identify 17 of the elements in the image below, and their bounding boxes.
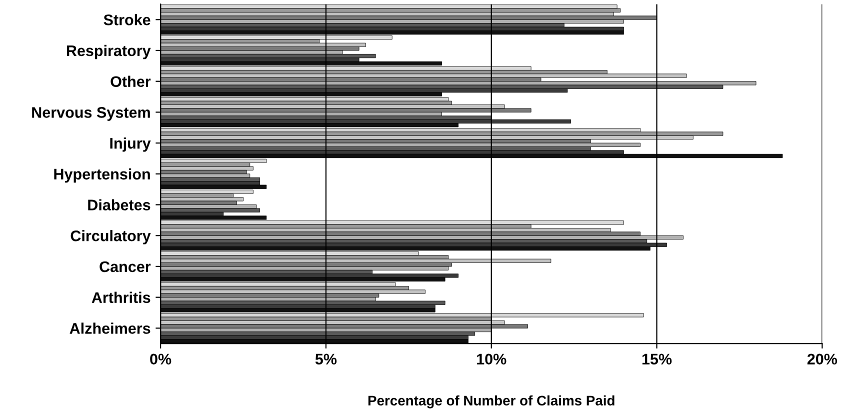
y-tick-label: Arthritis	[92, 292, 150, 303]
x-tick-label: 15%	[642, 354, 672, 365]
y-tick-label: Nervous System	[32, 107, 150, 121]
y-tick-label: Alzheimers	[70, 322, 150, 334]
x-tick-label: 10%	[477, 354, 506, 365]
x-tick-label: 0%	[150, 354, 172, 365]
y-tick-label: Injury	[110, 137, 151, 152]
y-tick-label: Diabetes	[88, 199, 150, 210]
y-tick-label: Circulatory	[70, 230, 151, 244]
x-axis-title: Percentage of Number of Claims Paid	[368, 395, 614, 408]
x-tick-label: 5%	[315, 354, 337, 365]
y-tick-label: Respiratory	[66, 44, 151, 60]
y-tick-label: Hypertension	[54, 168, 150, 183]
y-tick-label: Stroke	[104, 14, 150, 26]
y-tick-label: Cancer	[100, 261, 151, 272]
y-tick-label: Other	[110, 76, 151, 88]
x-tick-label: 20%	[807, 354, 838, 365]
